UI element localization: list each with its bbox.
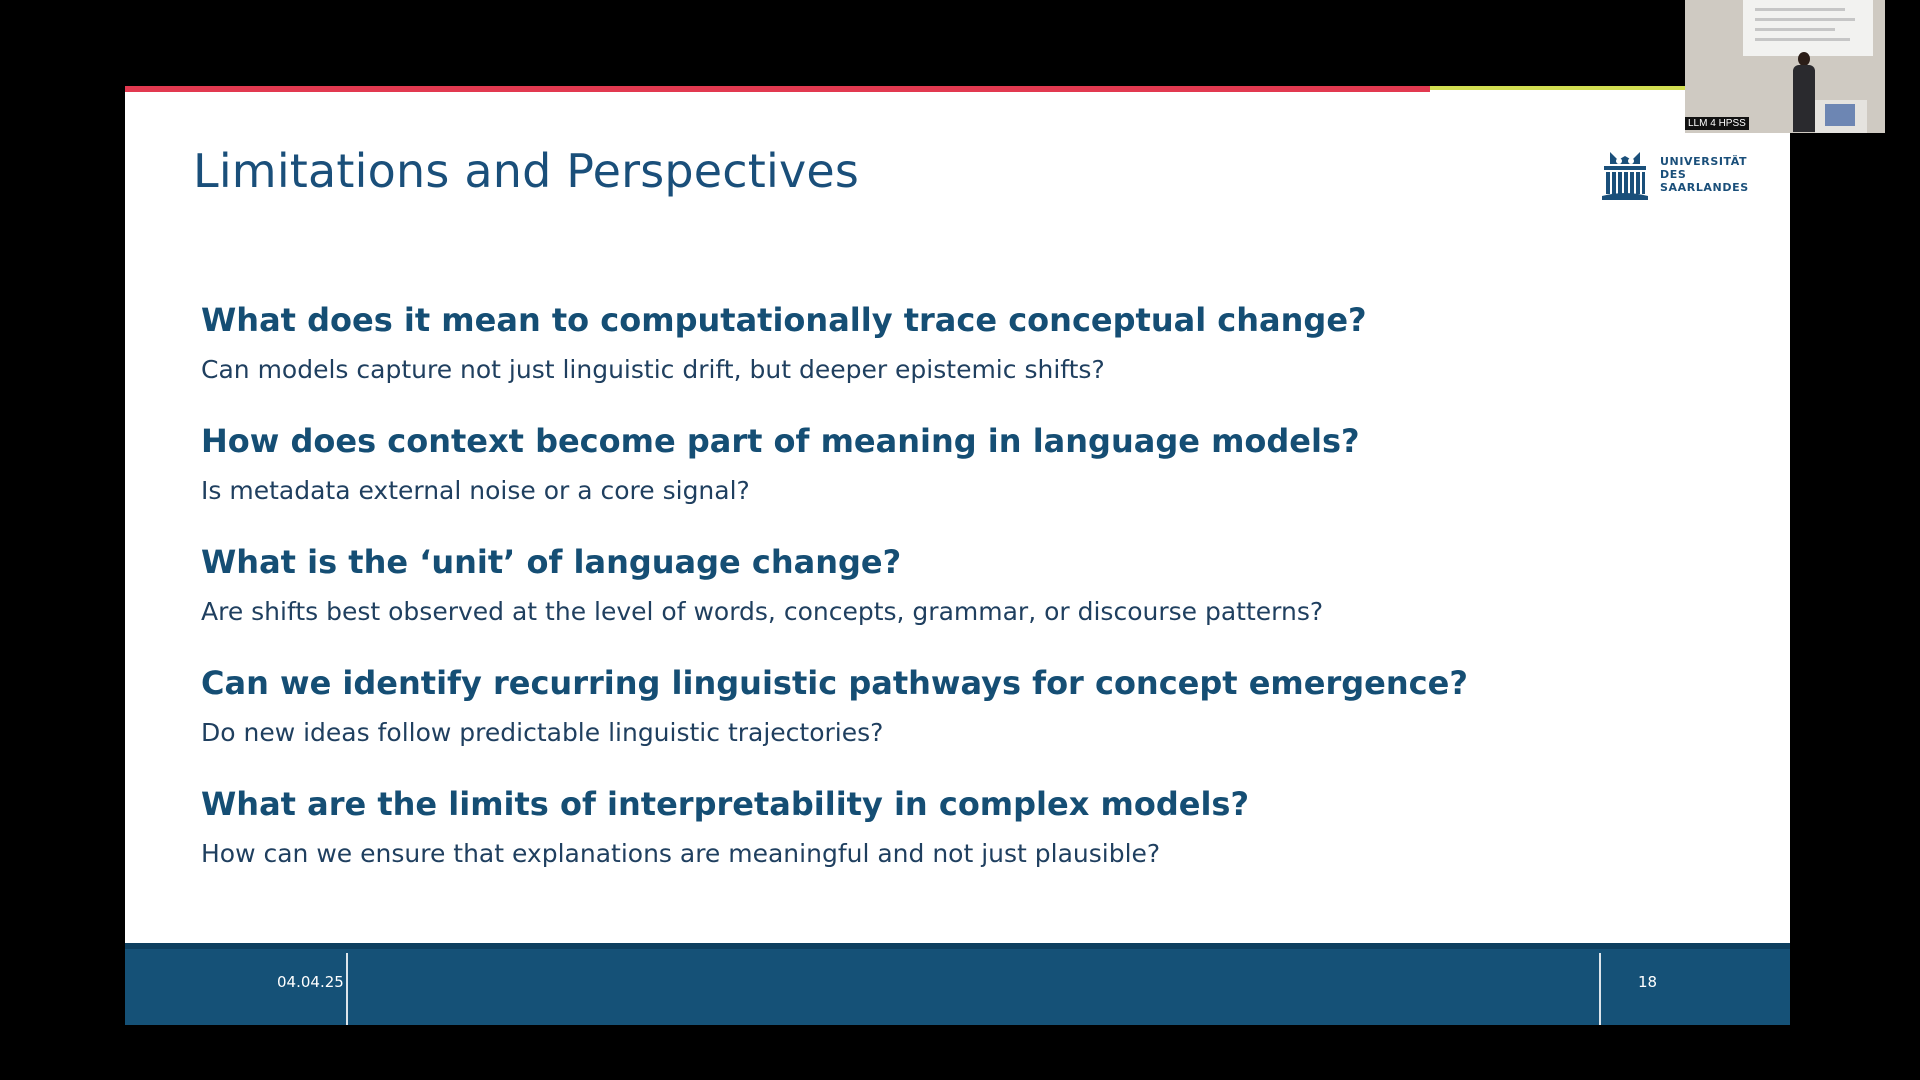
qa-item: What does it mean to computationally tra… bbox=[201, 294, 1601, 415]
slide-title: Limitations and Perspectives bbox=[193, 144, 860, 198]
footer-divider bbox=[1599, 953, 1601, 1025]
presentation-slide: Limitations and Perspectives UNIVERSITÄT… bbox=[125, 86, 1790, 1025]
slide-footer: 04.04.25 18 bbox=[125, 943, 1790, 1025]
whiteboard-screen bbox=[1743, 0, 1873, 56]
slide-accent-bar-red bbox=[125, 86, 1430, 92]
slide-accent-bar-lime bbox=[1430, 86, 1790, 90]
question-heading: What are the limits of interpretability … bbox=[201, 785, 1250, 823]
question-heading: How does context become part of meaning … bbox=[201, 422, 1360, 460]
answer-text: Are shifts best observed at the level of… bbox=[201, 597, 1324, 626]
video-label: LLM 4 HPSS bbox=[1685, 117, 1749, 130]
page-number: 18 bbox=[1638, 973, 1658, 991]
logo-text-line2: DES bbox=[1660, 167, 1687, 181]
slide-content: What does it mean to computationally tra… bbox=[201, 294, 1601, 899]
podium-screen bbox=[1825, 104, 1855, 126]
logo-text-line3: SAARLANDES bbox=[1660, 180, 1749, 194]
question-heading: Can we identify recurring linguistic pat… bbox=[201, 664, 1468, 702]
university-logo: UNIVERSITÄT DES SAARLANDES bbox=[1600, 146, 1750, 202]
question-heading: What is the ‘unit’ of language change? bbox=[201, 543, 902, 581]
footer-date: 04.04.25 bbox=[277, 973, 344, 991]
logo-text-line1: UNIVERSITÄT bbox=[1660, 154, 1748, 168]
footer-divider bbox=[346, 953, 348, 1025]
question-heading: What does it mean to computationally tra… bbox=[201, 301, 1367, 339]
qa-item: What are the limits of interpretability … bbox=[201, 778, 1601, 899]
answer-text: Do new ideas follow predictable linguist… bbox=[201, 718, 884, 747]
answer-text: Can models capture not just linguistic d… bbox=[201, 355, 1105, 384]
speaker-figure bbox=[1793, 52, 1815, 132]
footer-top-border bbox=[125, 943, 1790, 949]
qa-item: How does context become part of meaning … bbox=[201, 415, 1601, 536]
qa-item: What is the ‘unit’ of language change? A… bbox=[201, 536, 1601, 657]
answer-text: How can we ensure that explanations are … bbox=[201, 839, 1161, 868]
qa-item: Can we identify recurring linguistic pat… bbox=[201, 657, 1601, 778]
owl-building-icon bbox=[1602, 152, 1648, 200]
answer-text: Is metadata external noise or a core sig… bbox=[201, 476, 750, 505]
speaker-video-thumbnail[interactable]: LLM 4 HPSS bbox=[1685, 0, 1885, 133]
